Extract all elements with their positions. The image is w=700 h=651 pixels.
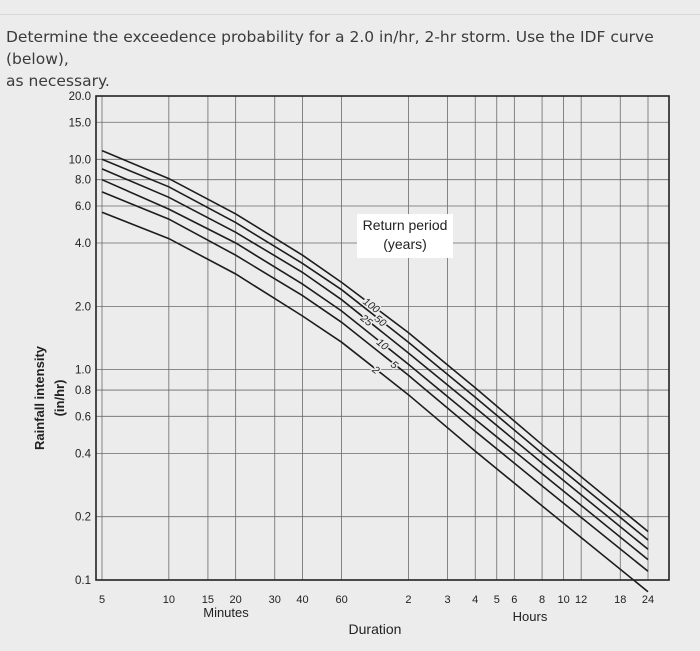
x-tick-label: 2 <box>405 594 411 606</box>
x-tick-label: 3 <box>444 594 450 606</box>
y-tick-label: 20.0 <box>69 91 91 103</box>
y-tick-label: 2.0 <box>75 301 91 313</box>
y-tick-label: 0.2 <box>75 512 91 524</box>
y-axis-units: (in/hr) <box>52 380 67 417</box>
y-tick-label: 0.8 <box>75 385 91 397</box>
x-tick-label: 24 <box>642 594 654 606</box>
x-tick-label: 18 <box>614 594 626 606</box>
x-tick-label: 40 <box>296 594 308 606</box>
x-tick-label: 12 <box>575 594 587 606</box>
x-tick-label: 6 <box>511 594 517 606</box>
idf-chart: 0.1 0.2 0.4 0.6 0.8 1.0 2.0 4.0 6.0 8.0 10.0 15.0 20… <box>32 91 670 637</box>
x-tick-label: 10 <box>557 594 569 606</box>
x-group-minutes: Minutes <box>203 605 249 620</box>
legend-background <box>357 214 453 258</box>
x-tick-label: 20 <box>230 594 242 606</box>
y-tick-label: 1.0 <box>75 365 91 377</box>
idf-curve-2 <box>101 211 649 593</box>
y-tick-label: 4.0 <box>75 238 91 250</box>
x-tick-label: 60 <box>335 594 347 606</box>
y-tick-label: 10.0 <box>69 154 91 166</box>
legend-subtitle: (years) <box>383 236 427 252</box>
x-axis-label: Duration <box>349 621 402 637</box>
curve-layer <box>101 149 649 593</box>
y-tick-label: 15.0 <box>69 117 91 129</box>
idf-curve-25 <box>101 168 649 550</box>
idf-curve-100 <box>101 149 649 533</box>
y-axis-label: Rainfall intensity <box>32 345 47 450</box>
x-tick-label: 4 <box>472 594 478 606</box>
idf-curve-50 <box>101 158 649 541</box>
idf-curve-5 <box>101 191 649 572</box>
y-tick-label: 0.6 <box>75 411 91 423</box>
x-tick-label: 8 <box>539 594 545 606</box>
x-tick-labels: 5 10 15 20 30 40 60 2 3 4 5 6 8 10 12 18 24 <box>99 594 654 606</box>
top-divider <box>0 14 700 15</box>
x-group-hours: Hours <box>513 609 548 624</box>
y-tick-labels: 0.1 0.2 0.4 0.6 0.8 1.0 2.0 4.0 6.0 8.0 10.0 15.0 20… <box>69 91 92 587</box>
x-tick-label: 30 <box>269 594 281 606</box>
plot-frame <box>95 95 670 581</box>
x-tick-label: 10 <box>163 594 175 606</box>
y-tick-label: 6.0 <box>75 201 91 213</box>
question-line-2: as necessary. <box>6 72 110 90</box>
y-tick-label: 8.0 <box>75 175 91 187</box>
legend-box: Return period (years) <box>357 214 453 258</box>
x-tick-label: 5 <box>99 594 105 606</box>
x-tick-label: 15 <box>202 594 214 606</box>
y-tick-label: 0.4 <box>75 448 92 460</box>
y-tick-label: 0.1 <box>75 575 91 587</box>
question-text: Determine the exceedence probability for… <box>6 26 696 92</box>
x-tick-label: 5 <box>494 594 500 606</box>
legend-title: Return period <box>363 217 448 233</box>
idf-curve-10 <box>101 178 649 561</box>
question-line-1: Determine the exceedence probability for… <box>6 28 654 68</box>
